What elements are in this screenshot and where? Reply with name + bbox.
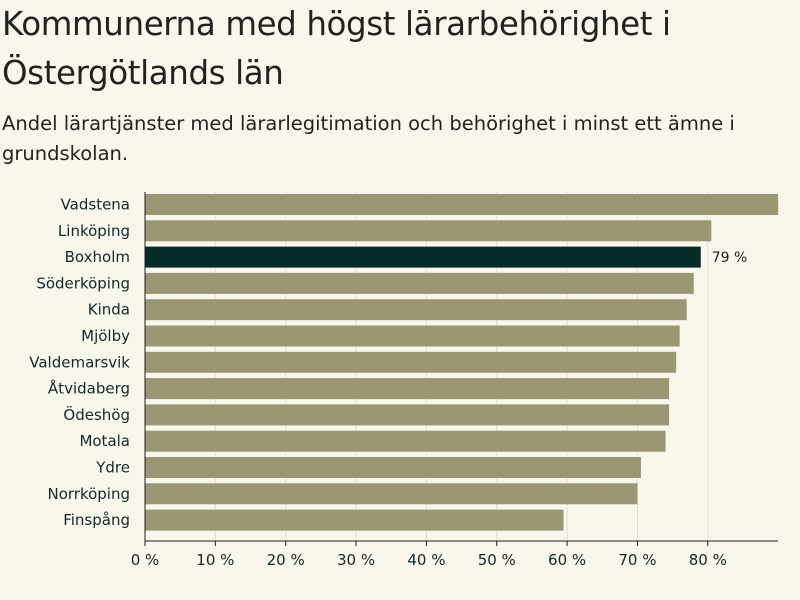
bar-åtvidaberg	[145, 378, 670, 400]
bar-vadstena	[145, 194, 779, 215]
category-label: Valdemarsvik	[29, 353, 130, 371]
category-label: Norrköping	[47, 485, 130, 503]
x-tick-label: 40 %	[407, 551, 445, 569]
category-label: Linköping	[58, 222, 130, 240]
data-labels: 79 %	[712, 250, 748, 266]
x-tick-label: 80 %	[689, 551, 727, 569]
data-label-highlight: 79 %	[712, 250, 748, 266]
category-labels: Vadstena Linköping Boxholm Söderköping Kinda…	[29, 196, 130, 530]
category-label: Ödeshög	[63, 405, 130, 424]
x-tick-label: 70 %	[618, 551, 656, 569]
x-tick-label: 30 %	[337, 551, 375, 569]
bar-motala	[145, 430, 666, 452]
x-tick-label: 50 %	[478, 551, 516, 569]
bar-norrköping	[145, 483, 638, 505]
bar-valdemarsvik	[145, 351, 677, 373]
x-tick-label: 10 %	[196, 551, 234, 569]
x-axis: 0 % 10 % 20 % 30 % 40 % 50 % 60 % 70 % 80 %	[131, 192, 779, 569]
category-label: Vadstena	[61, 196, 130, 214]
bar-ydre	[145, 457, 641, 478]
category-label: Boxholm	[65, 248, 130, 266]
category-label: Mjölby	[81, 327, 130, 345]
chart-title: Kommunerna med högst lärarbehörighet i Ö…	[2, 5, 671, 92]
bars	[145, 194, 779, 531]
category-label: Motala	[79, 432, 130, 450]
x-tick-label: 60 %	[548, 551, 586, 569]
bar-ödeshög	[145, 404, 670, 426]
bar-linköping	[145, 220, 712, 242]
category-label: Ydre	[95, 459, 130, 477]
bar-mjölby	[145, 325, 680, 347]
bar-söderköping	[145, 272, 694, 294]
chart-subtitle: Andel lärartjänster med lärarlegitimatio…	[2, 112, 735, 165]
x-tick-label: 0 %	[131, 551, 160, 569]
category-label: Åtvidaberg	[48, 379, 130, 398]
bar-boxholm	[145, 246, 701, 268]
x-tick-label: 20 %	[267, 551, 305, 569]
bar-finspång	[145, 509, 564, 531]
bar-kinda	[145, 299, 687, 321]
category-label: Finspång	[63, 511, 130, 529]
category-label: Söderköping	[36, 274, 130, 292]
category-label: Kinda	[88, 301, 130, 319]
